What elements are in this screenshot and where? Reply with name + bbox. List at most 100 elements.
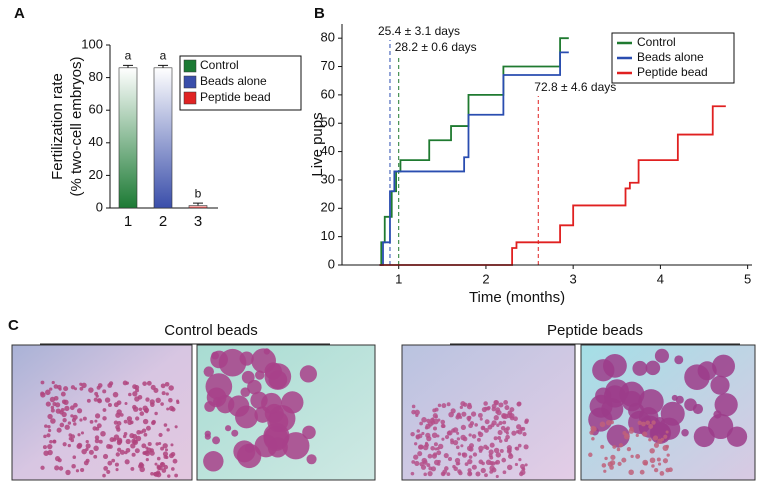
y-tick-label: 60 [89, 102, 103, 117]
y-axis-label: (% two-cell embryos) [68, 56, 85, 196]
cell [467, 468, 472, 473]
cell [649, 457, 656, 464]
legend-swatch [183, 75, 197, 89]
y-tick-label: 40 [89, 134, 103, 149]
cell [623, 433, 630, 440]
x-tick-label: 1 [395, 271, 402, 286]
cell [75, 469, 80, 473]
legend-box [179, 55, 302, 111]
cell [504, 405, 510, 411]
cell [494, 461, 498, 465]
cell [495, 410, 499, 414]
cell [436, 450, 442, 456]
x-tick-label: 4 [657, 271, 664, 286]
cell [618, 443, 624, 448]
cell [94, 419, 98, 423]
cell [150, 384, 156, 390]
cell [171, 407, 176, 412]
cell [411, 409, 416, 415]
cell [491, 403, 497, 409]
cell [40, 380, 45, 385]
cell [523, 444, 529, 450]
cell [468, 471, 472, 476]
cell [155, 397, 161, 403]
cell [130, 466, 135, 471]
cell [693, 426, 715, 448]
cell [168, 397, 173, 403]
cell [639, 469, 645, 475]
cell [469, 421, 475, 426]
cell [503, 400, 509, 405]
cell [54, 465, 60, 471]
marker-label: 25.4 ± 3.1 days [378, 24, 460, 38]
cell [516, 401, 522, 407]
cell [149, 399, 155, 405]
cell [153, 472, 158, 477]
cell [665, 467, 670, 473]
cell [446, 402, 451, 407]
cell [459, 415, 463, 419]
cell [85, 440, 89, 444]
cell [520, 469, 526, 476]
cell [131, 438, 137, 444]
x-tick-label: 5 [744, 271, 751, 286]
cell [70, 438, 75, 443]
cell [61, 399, 67, 405]
cell [490, 423, 495, 428]
caption: Control beads [164, 322, 257, 339]
x-tick-label: 3 [570, 271, 577, 286]
cell [79, 418, 83, 422]
step-line [379, 37, 569, 266]
cell [53, 384, 59, 389]
cell [447, 430, 453, 436]
cell [115, 424, 120, 430]
cell [116, 409, 122, 415]
cell [115, 452, 120, 457]
cell [203, 366, 214, 377]
cell [499, 448, 504, 453]
cell [502, 470, 507, 475]
cell [447, 456, 453, 462]
cell [605, 379, 629, 403]
cell [211, 351, 219, 360]
bar [188, 205, 208, 209]
cell [591, 426, 597, 432]
cell [588, 452, 593, 457]
y-tick-label: 0 [328, 256, 335, 271]
cell [515, 446, 520, 451]
cell [52, 439, 57, 444]
cell [415, 413, 419, 417]
cell [507, 447, 512, 453]
y-tick-label: 30 [321, 171, 335, 186]
cell [70, 434, 76, 439]
cell [70, 414, 74, 418]
cell [497, 435, 502, 440]
cell [657, 438, 663, 444]
cell [437, 418, 441, 422]
cell [617, 461, 622, 466]
cell [97, 398, 103, 404]
cell [708, 413, 734, 440]
cell [479, 417, 483, 421]
panel-letter: C [8, 317, 19, 334]
cell [501, 457, 507, 463]
cell [160, 446, 165, 451]
cell [470, 411, 477, 417]
cell [115, 468, 119, 472]
cell [146, 380, 152, 386]
cell [302, 425, 316, 440]
cell [62, 442, 67, 447]
cell [521, 466, 525, 471]
cell [600, 444, 605, 449]
cell [424, 441, 429, 445]
cell [461, 452, 466, 457]
cell [422, 444, 429, 451]
bar [153, 67, 173, 209]
cell [524, 463, 528, 467]
cell [113, 420, 119, 425]
cell [441, 424, 446, 428]
cell [77, 433, 81, 437]
cell [453, 466, 458, 471]
cell [493, 436, 498, 441]
cell [419, 461, 424, 467]
